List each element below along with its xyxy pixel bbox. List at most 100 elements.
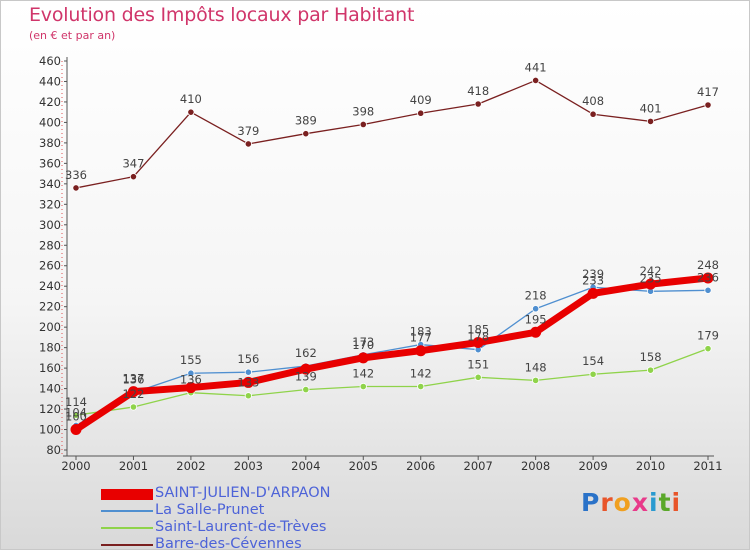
- legend-swatch: [101, 544, 153, 546]
- data-label: 417: [697, 85, 719, 99]
- data-label: 136: [180, 373, 202, 387]
- data-label: 410: [180, 92, 202, 106]
- data-point: [417, 382, 425, 391]
- proxiti-logo: Proxiti: [581, 488, 681, 517]
- data-label: 409: [410, 93, 432, 107]
- y-tick-label: 240: [39, 279, 61, 293]
- y-tick-label: 200: [39, 320, 61, 334]
- legend-label: La Salle-Prunet: [155, 502, 265, 518]
- y-tick-label: 280: [39, 238, 61, 252]
- data-label: 239: [582, 267, 604, 281]
- data-label: 233: [582, 273, 604, 287]
- data-point: [129, 403, 138, 411]
- data-label: 179: [697, 329, 719, 343]
- data-point: [704, 101, 712, 109]
- x-tick-label: 2002: [176, 459, 205, 473]
- data-label: 136: [122, 373, 144, 387]
- data-point: [359, 120, 367, 129]
- x-tick-label: 2006: [406, 459, 435, 473]
- data-label: 154: [582, 354, 604, 368]
- data-point: [530, 326, 542, 338]
- data-point: [645, 278, 657, 290]
- data-label: 104: [65, 405, 87, 419]
- data-label: 158: [640, 350, 662, 364]
- data-point: [532, 376, 540, 384]
- y-tick-label: 400: [39, 115, 61, 129]
- logo-letter: i: [671, 488, 682, 517]
- y-tick-label: 80: [46, 443, 61, 457]
- logo-letter: t: [658, 488, 672, 517]
- data-label: 122: [122, 387, 144, 401]
- data-label: 139: [295, 370, 317, 384]
- data-point: [129, 173, 138, 181]
- data-label: 389: [295, 114, 317, 128]
- data-label: 379: [237, 124, 259, 138]
- x-tick-label: 2005: [349, 459, 378, 473]
- x-tick-label: 2010: [636, 459, 665, 473]
- data-point: [72, 184, 80, 192]
- data-label: 155: [180, 353, 202, 367]
- legend-item: SAINT-JULIEN-D'ARPAON: [101, 485, 401, 503]
- x-tick-label: 2007: [464, 459, 493, 473]
- data-label: 173: [352, 335, 374, 349]
- data-label: 162: [295, 346, 317, 360]
- data-point: [704, 286, 712, 294]
- y-tick-label: 120: [39, 402, 61, 416]
- legend-item: Saint-Laurent-de-Trèves: [101, 519, 401, 537]
- y-tick-label: 460: [39, 54, 61, 68]
- data-point: [185, 382, 197, 394]
- data-label: 151: [467, 357, 489, 371]
- data-point: [646, 117, 655, 125]
- data-label: 408: [582, 94, 604, 108]
- data-point: [359, 382, 367, 391]
- data-point: [302, 386, 310, 394]
- data-point: [704, 345, 712, 353]
- y-tick-label: 320: [39, 197, 61, 211]
- data-point: [415, 345, 427, 357]
- y-tick-label: 100: [39, 423, 61, 437]
- data-point: [589, 110, 597, 118]
- y-tick-label: 300: [39, 218, 61, 232]
- x-tick-label: 2001: [119, 459, 148, 473]
- legend-item: Barre-des-Cévennes: [101, 536, 401, 550]
- data-label: 242: [640, 264, 662, 278]
- data-label: 195: [525, 312, 547, 326]
- legend-swatch: [101, 489, 153, 500]
- x-tick-label: 2000: [61, 459, 90, 473]
- data-point: [127, 386, 139, 398]
- legend-swatch: [101, 510, 153, 512]
- data-label: 137: [122, 372, 144, 386]
- data-point: [357, 352, 369, 364]
- x-tick-label: 2011: [693, 459, 722, 473]
- x-tick-label: 2009: [578, 459, 607, 473]
- y-tick-label: 360: [39, 156, 61, 170]
- data-label: 336: [65, 168, 87, 182]
- y-tick-label: 160: [39, 361, 61, 375]
- data-point: [302, 130, 310, 138]
- data-point: [187, 108, 195, 116]
- x-tick-label: 2004: [291, 459, 320, 473]
- series-line: [75, 79, 709, 189]
- data-label: 100: [65, 410, 87, 424]
- data-point: [300, 363, 312, 375]
- data-point: [244, 368, 252, 376]
- data-label: 248: [697, 258, 719, 272]
- data-label: 142: [352, 367, 374, 381]
- data-label: 236: [697, 270, 719, 284]
- data-point: [532, 305, 540, 313]
- data-label: 441: [525, 60, 547, 74]
- logo-letter: i: [649, 488, 659, 517]
- data-label: 148: [525, 360, 547, 374]
- y-tick-label: 380: [39, 136, 61, 150]
- legend: SAINT-JULIEN-D'ARPAON La Salle-Prunet Sa…: [101, 485, 401, 550]
- data-point: [702, 272, 714, 284]
- y-tick-label: 140: [39, 382, 61, 396]
- data-label: 218: [525, 289, 547, 303]
- data-point: [474, 373, 482, 381]
- data-point: [646, 366, 655, 374]
- series-line: [75, 348, 709, 416]
- series-line: [72, 274, 712, 434]
- data-point: [474, 100, 482, 108]
- legend-label: Barre-des-Cévennes: [155, 536, 302, 550]
- data-label: 347: [122, 157, 144, 171]
